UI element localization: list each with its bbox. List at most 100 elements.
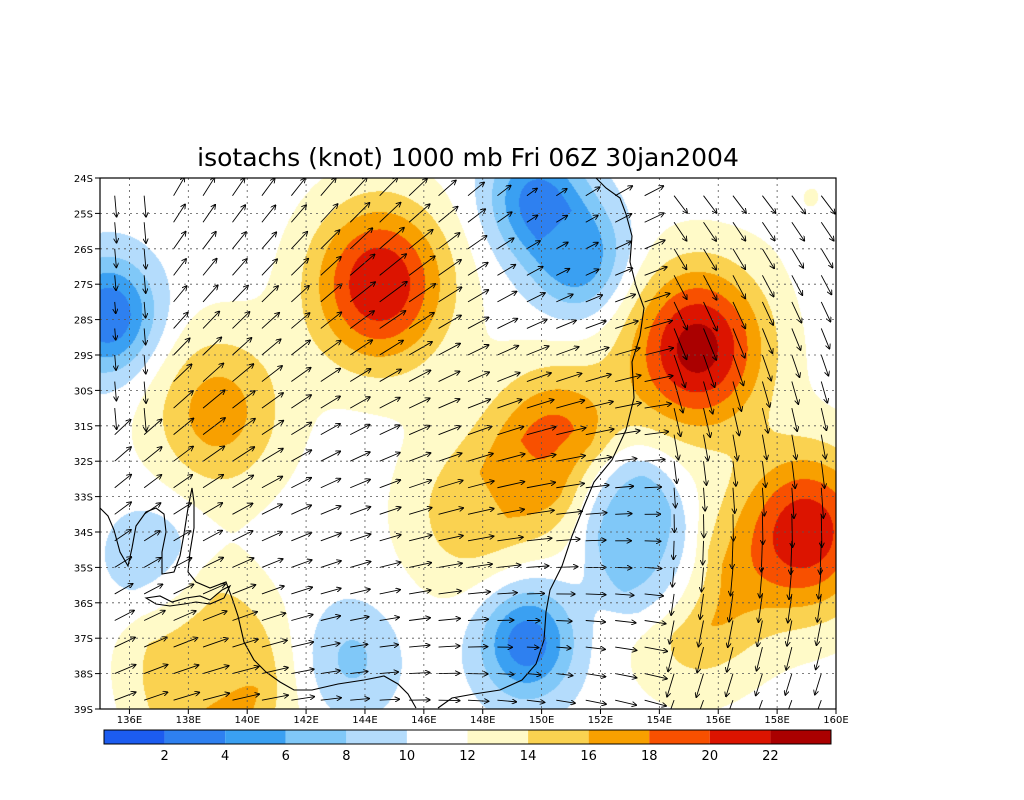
wind-vector — [144, 222, 146, 243]
wind-vector — [585, 429, 614, 436]
wind-vector — [585, 673, 606, 677]
wind-vector — [173, 259, 186, 276]
wind-vector — [820, 354, 828, 376]
wind-vector — [320, 341, 341, 356]
wind-vector — [291, 642, 313, 648]
colorbar-swatch — [709, 730, 771, 744]
wind-vector — [761, 328, 772, 353]
wind-vector — [438, 287, 462, 303]
colorbar-label: 8 — [342, 749, 350, 764]
wind-vector — [732, 248, 745, 269]
colorbar: 2 4 6 8 10 12 14 16 18 20 22 — [103, 729, 832, 764]
wind-vector — [674, 487, 675, 508]
wind-vector — [615, 699, 636, 705]
wind-vector — [173, 286, 187, 303]
wind-vector — [115, 248, 117, 268]
wind-vector — [673, 195, 687, 213]
wind-vector — [585, 513, 607, 515]
wind-vector — [526, 267, 543, 276]
wind-vector — [291, 450, 311, 462]
wind-vector — [115, 275, 116, 290]
wind-vector — [762, 487, 764, 516]
wind-vector — [467, 481, 494, 489]
wind-vector — [556, 428, 585, 436]
wind-vector — [615, 514, 631, 515]
wind-vector — [556, 400, 584, 409]
y-tick-label: 37S — [74, 634, 93, 645]
wind-vector — [761, 354, 771, 381]
wind-vector — [261, 449, 283, 462]
wind-vector — [644, 699, 666, 706]
wind-vector — [816, 620, 822, 646]
wind-vector — [202, 531, 222, 542]
wind-vector — [202, 312, 219, 329]
wind-vector — [409, 590, 431, 595]
wind-vector — [350, 425, 369, 436]
colorbar-label: 10 — [399, 749, 416, 764]
wind-vector — [115, 408, 117, 429]
wind-vector — [615, 646, 636, 650]
wind-vector — [350, 644, 367, 647]
wind-vector — [729, 593, 734, 622]
wind-vector — [143, 558, 160, 568]
wind-vector — [291, 313, 309, 329]
wind-vector — [615, 594, 633, 595]
wind-vector — [438, 646, 460, 647]
wind-vector — [786, 646, 793, 670]
wind-vector — [173, 584, 194, 595]
wind-vector — [817, 593, 822, 622]
wind-vector — [438, 371, 460, 382]
wind-vector — [349, 311, 374, 329]
wind-vector — [791, 461, 795, 488]
x-tick-label: 158E — [764, 715, 789, 726]
wind-vector — [791, 434, 796, 459]
wind-vector — [320, 533, 341, 542]
wind-vector — [673, 328, 686, 359]
wind-vector — [144, 354, 146, 374]
wind-vector — [173, 611, 196, 621]
wind-vector — [350, 699, 369, 701]
wind-vector — [379, 178, 398, 197]
wind-vector — [556, 456, 585, 462]
wind-vector — [320, 479, 341, 489]
colorbar-swatch — [225, 730, 286, 744]
wind-vector — [762, 221, 774, 240]
wind-vector — [526, 510, 554, 515]
wind-vector — [585, 321, 606, 329]
wind-vector — [320, 561, 341, 568]
wind-vector — [819, 567, 822, 598]
wind-vector — [726, 673, 734, 697]
wind-vector — [791, 221, 804, 240]
wind-vector — [173, 447, 193, 462]
wind-vector — [320, 616, 340, 621]
wind-vector — [408, 480, 431, 489]
wind-vector — [703, 275, 717, 299]
y-tick-label: 39S — [74, 705, 93, 716]
colorbar-frame — [103, 729, 832, 745]
x-axis: 136E 138E 140E 142E 144E 146E 148E 150E 152E 154E… — [117, 709, 849, 726]
x-tick-label: 146E — [411, 715, 436, 726]
wind-vector — [467, 345, 489, 356]
wind-vector — [232, 667, 258, 675]
wind-vector — [467, 182, 484, 197]
wind-vector — [644, 376, 673, 382]
y-tick-label: 35S — [74, 563, 93, 574]
wind-vector — [467, 564, 492, 568]
wind-vector — [556, 347, 578, 356]
wind-vector — [732, 354, 743, 385]
wind-vector — [821, 514, 822, 547]
wind-vector — [556, 567, 577, 568]
wind-vector — [438, 591, 461, 595]
wind-vector — [615, 621, 635, 623]
wind-vector — [585, 374, 611, 382]
wind-vector — [731, 567, 733, 595]
wind-vector — [379, 369, 401, 382]
wind-vector — [232, 503, 252, 515]
wind-vector — [261, 532, 282, 542]
wind-vector — [467, 236, 487, 250]
wind-vector — [644, 213, 664, 223]
wind-vector — [821, 487, 823, 518]
wind-vector — [143, 611, 165, 621]
wind-vector — [114, 557, 132, 568]
wind-vector — [497, 509, 524, 515]
